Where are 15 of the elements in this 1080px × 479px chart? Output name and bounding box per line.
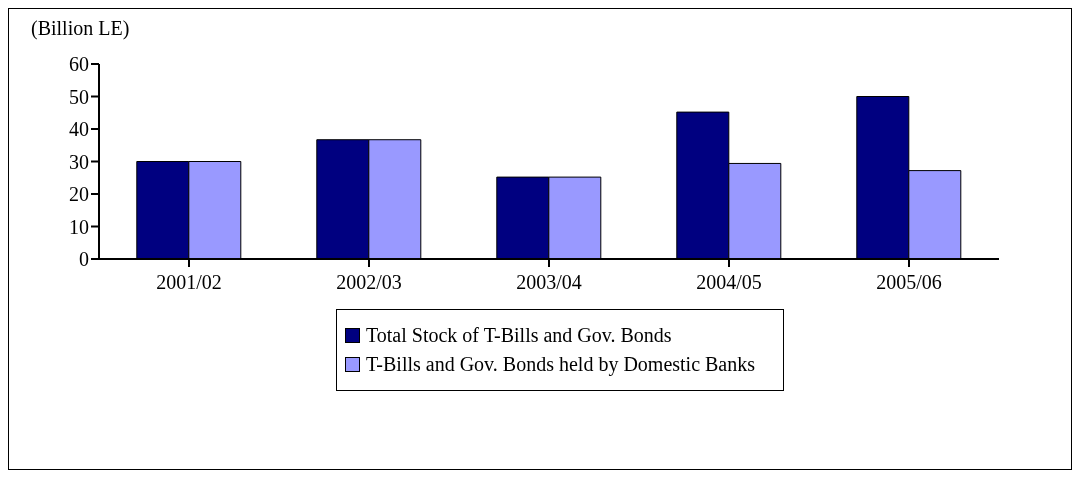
y-axis-title: (Billion LE) bbox=[31, 17, 130, 40]
x-tick-label: 2001/02 bbox=[156, 271, 222, 294]
legend-label: Total Stock of T-Bills and Gov. Bonds bbox=[365, 324, 672, 347]
x-tick-label: 2005/06 bbox=[876, 271, 942, 294]
y-tick-label: 60 bbox=[69, 53, 89, 76]
y-tick-label: 0 bbox=[79, 248, 89, 271]
y-tick-label: 20 bbox=[69, 183, 89, 206]
y-tick-label: 10 bbox=[69, 215, 89, 238]
y-tick-label: 50 bbox=[69, 85, 89, 108]
legend-label: T-Bills and Gov. Bonds held by Domestic Banks bbox=[365, 353, 756, 376]
y-tick-label: 30 bbox=[69, 150, 89, 173]
x-tick-label: 2002/03 bbox=[336, 271, 402, 294]
y-tick-label: 40 bbox=[69, 118, 89, 141]
x-tick-label: 2004/05 bbox=[696, 271, 762, 294]
x-tick-label: 2003/04 bbox=[516, 271, 582, 294]
